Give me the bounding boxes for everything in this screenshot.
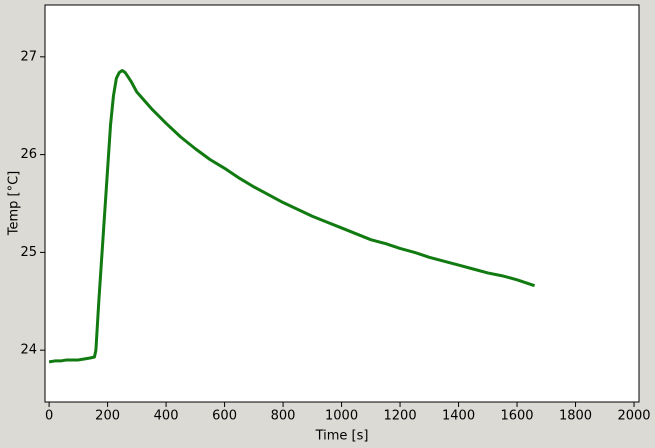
y-axis-label: Temp [°C] [7,171,22,237]
x-tick-label: 1600 [500,409,533,424]
x-tick-label: 1000 [325,409,358,424]
y-tick-label: 24 [20,343,37,358]
x-tick-label: 1800 [559,409,592,424]
x-tick-label: 2000 [617,409,650,424]
x-tick-label: 800 [271,409,296,424]
x-tick-label: 1200 [384,409,417,424]
y-tick-label: 25 [20,245,37,260]
x-tick-label: 600 [212,409,237,424]
data-line [48,69,536,364]
x-tick-label: 1400 [442,409,475,424]
x-axis-label: Time [s] [315,429,369,444]
plot-area [44,4,640,403]
x-tick-label: 200 [95,409,120,424]
y-tick-label: 27 [20,49,37,64]
x-tick-label: 0 [45,409,53,424]
y-tick-label: 26 [20,147,37,162]
x-tick-label: 400 [154,409,179,424]
